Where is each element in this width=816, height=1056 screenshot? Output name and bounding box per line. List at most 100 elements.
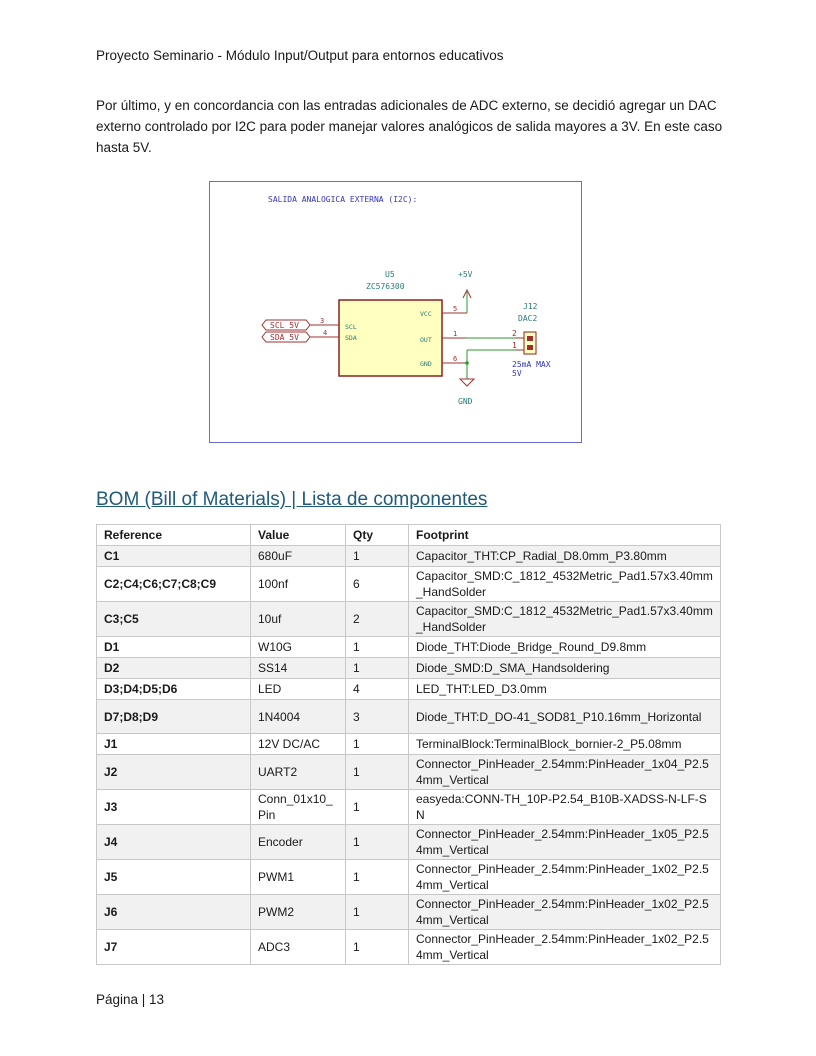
column-header: Footprint (408, 524, 721, 546)
cell-qty: 1 (345, 859, 409, 895)
cell-ref: C2;C4;C6;C7;C8;C9 (96, 566, 251, 602)
cell-footprint: Connector_PinHeader_2.54mm:PinHeader_1x0… (408, 894, 721, 930)
cell-ref: C3;C5 (96, 601, 251, 637)
cell-footprint: TerminalBlock:TerminalBlock_bornier-2_P5… (408, 733, 721, 755)
cell-footprint: Diode_THT:Diode_Bridge_Round_D9.8mm (408, 636, 721, 658)
pin-scl: SCL (345, 323, 357, 331)
cell-footprint: LED_THT:LED_D3.0mm (408, 678, 721, 700)
net-label-sda: SDA_5V (270, 333, 299, 342)
cell-value: 12V DC/AC (250, 733, 346, 755)
pin-num: 3 (320, 317, 324, 325)
cell-footprint: Capacitor_SMD:C_1812_4532Metric_Pad1.57x… (408, 601, 721, 637)
cell-ref: D7;D8;D9 (96, 699, 251, 734)
chip-ref: U5 (385, 270, 395, 279)
pin-num: 5 (453, 305, 457, 313)
cell-value: 680uF (250, 545, 346, 567)
cell-footprint: easyeda:CONN-TH_10P-P2.54_B10B-XADSS-N-L… (408, 789, 721, 825)
cell-value: LED (250, 678, 346, 700)
cell-value: 100nf (250, 566, 346, 602)
cell-ref: J2 (96, 754, 251, 790)
cell-ref: D2 (96, 657, 251, 679)
pin-num: 1 (453, 330, 457, 338)
pin-num: 2 (512, 329, 517, 338)
connector-name: DAC2 (518, 314, 537, 323)
page-number: Página | 13 (96, 992, 165, 1007)
cell-qty: 1 (345, 824, 409, 860)
cell-qty: 1 (345, 733, 409, 755)
connector-ref: J12 (523, 302, 538, 311)
intro-paragraph: Por último, y en concordancia con las en… (96, 98, 723, 155)
table-row: D7;D8;D9 1N4004 3 Diode_THT:D_DO-41_SOD81_P… (96, 699, 721, 734)
pin-sda: SDA (345, 334, 357, 342)
table-row: J6 PWM2 1 Connector_PinHeader_2.54mm:PinHea… (96, 894, 721, 930)
cell-qty: 1 (345, 754, 409, 790)
cell-footprint: Diode_SMD:D_SMA_Handsoldering (408, 657, 721, 679)
table-row: D3;D4;D5;D6 LED 4 LED_THT:LED_D3.0mm (96, 678, 721, 700)
cell-qty: 1 (345, 636, 409, 658)
cell-qty: 1 (345, 929, 409, 965)
cell-footprint: Connector_PinHeader_2.54mm:PinHeader_1x0… (408, 929, 721, 965)
cell-value: W10G (250, 636, 346, 658)
table-row: J7 ADC3 1 Connector_PinHeader_2.54mm:PinHea… (96, 929, 721, 965)
chip-body (338, 299, 443, 377)
table-row: J4 Encoder 1 Connector_PinHeader_2.54mm:Pin… (96, 824, 721, 860)
ground-label: GND (458, 397, 473, 406)
table-row: C1 680uF 1 Capacitor_THT:CP_Radial_D8.0mm_P… (96, 545, 721, 567)
bom-table: Reference Value Qty Footprint C1 680uF 1 Ca… (96, 524, 721, 965)
cell-qty: 1 (345, 545, 409, 567)
cell-ref: J4 (96, 824, 251, 860)
schematic-title: SALIDA ANALOGICA EXTERNA (I2C): (268, 195, 417, 204)
table-row: J3 Conn_01x10_Pin 1 easyeda:CONN-TH_10P-P2.… (96, 789, 721, 825)
column-header: Reference (96, 524, 251, 546)
power-label: +5V (458, 270, 473, 279)
cell-qty: 1 (345, 894, 409, 930)
cell-qty: 2 (345, 601, 409, 637)
pin-num: 1 (512, 341, 517, 350)
cell-value: Conn_01x10_Pin (250, 789, 346, 825)
pin-vcc: VCC (420, 310, 432, 318)
cell-qty: 6 (345, 566, 409, 602)
cell-value: PWM2 (250, 894, 346, 930)
table-row: J2 UART2 1 Connector_PinHeader_2.54mm:PinHe… (96, 754, 721, 790)
cell-value: ADC3 (250, 929, 346, 965)
table-row: D1 W10G 1 Diode_THT:Diode_Bridge_Round_D9.8… (96, 636, 721, 658)
pin-gnd: GND (420, 360, 432, 368)
cell-value: SS14 (250, 657, 346, 679)
cell-ref: D3;D4;D5;D6 (96, 678, 251, 700)
cell-value: 1N4004 (250, 699, 346, 734)
connector-note: 5V (512, 369, 522, 378)
cell-value: Encoder (250, 824, 346, 860)
column-header: Qty (345, 524, 409, 546)
cell-ref: J1 (96, 733, 251, 755)
cell-footprint: Connector_PinHeader_2.54mm:PinHeader_1x0… (408, 859, 721, 895)
connector-j12 (523, 331, 537, 355)
table-row: C2;C4;C6;C7;C8;C9 100nf 6 Capacitor_SMD:C_1… (96, 566, 721, 602)
cell-ref: C1 (96, 545, 251, 567)
cell-footprint: Diode_THT:D_DO-41_SOD81_P10.16mm_Horizon… (408, 699, 721, 734)
cell-qty: 3 (345, 699, 409, 734)
cell-footprint: Connector_PinHeader_2.54mm:PinHeader_1x0… (408, 824, 721, 860)
cell-ref: J3 (96, 789, 251, 825)
cell-value: UART2 (250, 754, 346, 790)
cell-qty: 4 (345, 678, 409, 700)
cell-ref: J7 (96, 929, 251, 965)
chip-part: ZC576300 (366, 282, 405, 291)
column-header: Value (250, 524, 346, 546)
cell-qty: 1 (345, 789, 409, 825)
page-header: Proyecto Seminario - Módulo Input/Output… (96, 48, 504, 63)
cell-ref: J6 (96, 894, 251, 930)
connector-note: 25mA MAX (512, 360, 551, 369)
schematic-figure: SALIDA ANALOGICA EXTERNA (I2C): U5 ZC576… (209, 181, 582, 443)
pin-num: 4 (323, 329, 327, 337)
cell-ref: D1 (96, 636, 251, 658)
cell-footprint: Connector_PinHeader_2.54mm:PinHeader_1x0… (408, 754, 721, 790)
cell-value: 10uf (250, 601, 346, 637)
table-row: J1 12V DC/AC 1 TerminalBlock:TerminalBlock_… (96, 733, 721, 755)
net-label-scl: SCL_5V (270, 321, 299, 330)
table-row: J5 PWM1 1 Connector_PinHeader_2.54mm:PinHea… (96, 859, 721, 895)
bom-heading: BOM (Bill of Materials) | Lista de compo… (96, 489, 488, 510)
table-row: D2 SS14 1 Diode_SMD:D_SMA_Handsoldering (96, 657, 721, 679)
cell-footprint: Capacitor_SMD:C_1812_4532Metric_Pad1.57x… (408, 566, 721, 602)
pin-out: OUT (420, 336, 432, 344)
cell-footprint: Capacitor_THT:CP_Radial_D8.0mm_P3.80mm (408, 545, 721, 567)
